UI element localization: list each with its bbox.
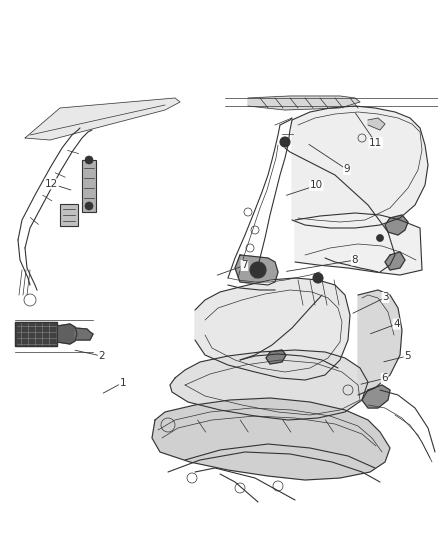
Polygon shape (15, 322, 57, 346)
Circle shape (254, 266, 262, 274)
Text: 9: 9 (343, 165, 350, 174)
Polygon shape (358, 290, 402, 395)
Bar (60, 204, 78, 226)
Text: 6: 6 (381, 374, 388, 383)
Text: 1: 1 (119, 378, 126, 387)
Polygon shape (385, 252, 405, 270)
Circle shape (85, 156, 93, 164)
Polygon shape (295, 213, 422, 275)
Polygon shape (170, 350, 368, 420)
Circle shape (250, 262, 266, 278)
Polygon shape (75, 328, 93, 340)
Text: 4: 4 (393, 319, 400, 329)
Bar (82, 160, 96, 212)
Polygon shape (292, 106, 428, 228)
Polygon shape (195, 278, 350, 380)
Text: 3: 3 (382, 293, 389, 302)
Text: 2: 2 (98, 351, 105, 361)
Text: 11: 11 (369, 138, 382, 148)
Polygon shape (152, 398, 390, 480)
Polygon shape (57, 324, 77, 344)
Text: 7: 7 (241, 261, 248, 270)
Polygon shape (368, 118, 385, 130)
Circle shape (377, 235, 384, 241)
Circle shape (280, 137, 290, 147)
Polygon shape (235, 255, 278, 285)
Circle shape (85, 202, 93, 210)
Text: 8: 8 (351, 255, 358, 265)
Polygon shape (385, 215, 408, 235)
Text: 5: 5 (404, 351, 411, 361)
Polygon shape (25, 98, 180, 140)
Polygon shape (362, 385, 390, 408)
Circle shape (316, 276, 320, 280)
Circle shape (313, 273, 323, 283)
Text: 12: 12 (45, 179, 58, 189)
Polygon shape (248, 96, 360, 110)
Text: 10: 10 (310, 181, 323, 190)
Polygon shape (266, 350, 286, 364)
